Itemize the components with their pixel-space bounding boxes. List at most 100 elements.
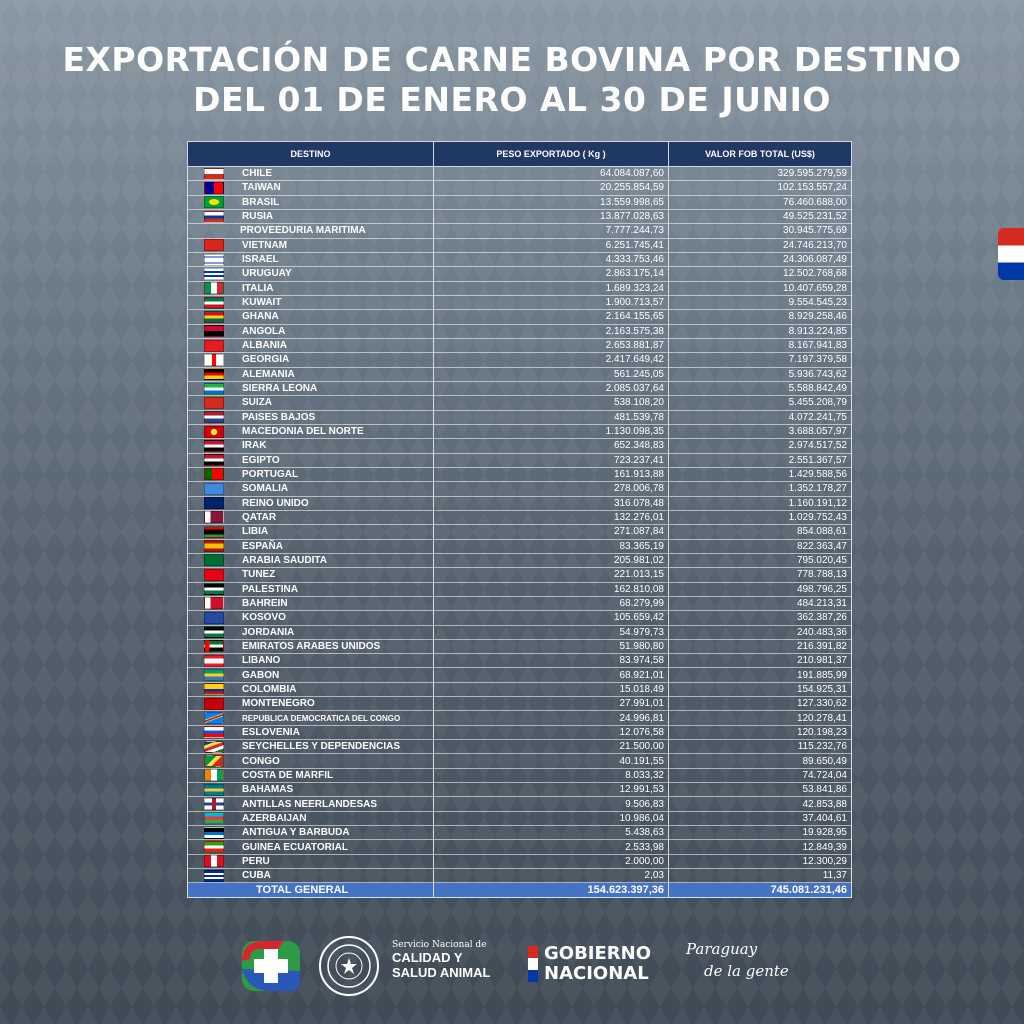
destino-name: PALESTINA — [242, 583, 298, 595]
congo-flag-icon — [204, 755, 224, 768]
peso-cell: 9.506,83 — [433, 796, 669, 812]
page-title-line-2: DEL 01 DE ENERO AL 30 DE JUNIO — [193, 80, 831, 119]
valor-cell: 1.160.191,12 — [668, 496, 852, 511]
table-row: AZERBAIJAN 10.986,04 37.404,61 — [187, 811, 852, 827]
alemania-flag-icon — [204, 368, 224, 381]
vietnam-flag-icon — [204, 239, 224, 252]
valor-cell: 102.153.557,24 — [668, 180, 852, 196]
valor-cell: 10.407.659,28 — [668, 281, 852, 296]
destino-name: VIETNAM — [242, 239, 287, 251]
destino-cell: CHILE — [187, 166, 434, 182]
table-row: ALBANIA 2.653.881,87 8.167.941,83 — [187, 338, 852, 354]
valor-cell: 127.330,62 — [668, 696, 852, 712]
eslovenia-flag-icon — [204, 726, 224, 739]
destino-name: CONGO — [242, 755, 280, 767]
valor-cell: 5.455.208,79 — [668, 395, 852, 411]
valor-cell: 1.029.752,43 — [668, 510, 852, 526]
valor-cell: 5.588.842,49 — [668, 381, 852, 397]
destino-cell: ARABIA SAUDITA — [187, 553, 434, 569]
destino-cell: IRAK — [187, 438, 434, 454]
senacsa-small-text: Servicio Nacional de — [392, 940, 487, 950]
portugal-flag-icon — [204, 468, 224, 481]
destino-cell: SIERRA LEONA — [187, 381, 434, 397]
destino-name: GEORGIA — [242, 354, 290, 366]
valor-cell: 154.925,31 — [668, 682, 852, 698]
destino-name: PERU — [242, 855, 270, 867]
table-row: VIETNAM 6.251.745,41 24.746.213,70 — [187, 238, 852, 253]
table-header-row: DESTINO PESO EXPORTADO ( Kg ) VALOR FOB … — [187, 141, 852, 167]
destino-name: ANGOLA — [242, 325, 286, 337]
destino-name: PAISES BAJOS — [242, 411, 316, 423]
table-row: REINO UNIDO 316.078,48 1.160.191,12 — [187, 496, 852, 511]
destino-name: COLOMBIA — [242, 683, 297, 695]
destino-name: EMIRATOS ARABES UNIDOS — [242, 640, 381, 652]
destino-cell: ITALIA — [187, 281, 434, 296]
rusia-flag-icon — [204, 210, 224, 223]
table-row: CONGO 40.191,55 89.650,49 — [187, 753, 852, 769]
destino-cell: BRASIL — [187, 195, 434, 210]
header-destino: DESTINO — [187, 141, 434, 167]
peso-cell: 652.348,83 — [433, 438, 669, 454]
destino-name: BRASIL — [242, 196, 280, 208]
peso-cell: 205.981,02 — [433, 553, 669, 569]
destino-cell: PALESTINA — [187, 582, 434, 597]
valor-cell: 24.746.213,70 — [668, 238, 852, 253]
kosovo-flag-icon — [204, 611, 224, 624]
destino-cell: KOSOVO — [187, 610, 434, 626]
destino-name: MONTENEGRO — [242, 698, 315, 710]
table-row: CUBA 2,03 11,37 — [187, 868, 852, 884]
py-line-2: de la gente — [704, 962, 789, 980]
cuba-flag-icon — [204, 869, 224, 882]
gobierno-line-2: NACIONAL — [544, 963, 649, 984]
valor-cell: 4.072.241,75 — [668, 410, 852, 425]
valor-cell: 191.885,99 — [668, 667, 852, 683]
valor-cell: 8.913.224,85 — [668, 324, 852, 339]
table-row: JORDANIA 54.979,73 240.483,36 — [187, 625, 852, 640]
reino-unido-flag-icon — [204, 497, 224, 510]
destino-cell: REINO UNIDO — [187, 496, 434, 511]
valor-cell: 7.197.379,58 — [668, 352, 852, 368]
destino-cell: GABON — [187, 667, 434, 683]
table-row: TUNEZ 221.013,15 778.788,13 — [187, 567, 852, 583]
macedonia-flag-icon — [204, 425, 224, 438]
destino-name: LIBIA — [242, 526, 269, 538]
table-row: SUIZA 538.108,20 5.455.208,79 — [187, 395, 852, 411]
destino-name: ISRAEL — [242, 254, 279, 266]
valor-cell: 42.853,88 — [668, 796, 852, 812]
destino-cell: CONGO — [187, 753, 434, 769]
jordania-flag-icon — [204, 626, 224, 639]
table-row: ANTILLAS NEERLANDESAS 9.506,83 42.853,88 — [187, 796, 852, 812]
header-valor: VALOR FOB TOTAL (US$) — [668, 141, 852, 167]
valor-cell: 1.352.178,27 — [668, 481, 852, 497]
destino-cell: JORDANIA — [187, 625, 434, 640]
table-row: ESPAÑA 83.365,19 822.363,47 — [187, 539, 852, 554]
valor-cell: 484.213,31 — [668, 596, 852, 612]
destino-cell: RUSIA — [187, 209, 434, 225]
senacsa-text: Servicio Nacional de CALIDAD Y SALUD ANI… — [392, 940, 490, 980]
peso-cell: 2.000,00 — [433, 854, 669, 870]
senacsa-cross-logo-icon — [242, 941, 300, 991]
destino-name: URUGUAY — [242, 268, 292, 280]
table-row: LIBIA 271.087,84 854.088,61 — [187, 524, 852, 540]
table-row: RUSIA 13.877.028,63 49.525.231,52 — [187, 209, 852, 225]
destino-cell: QATAR — [187, 510, 434, 526]
paises-bajos-flag-icon — [204, 411, 224, 424]
page-title-line-1: EXPORTACIÓN DE CARNE BOVINA POR DESTINO — [62, 40, 962, 79]
destino-name: ALEMANIA — [242, 368, 295, 380]
destino-name: KOSOVO — [242, 612, 286, 624]
table-row: KOSOVO 105.659,42 362.387,26 — [187, 610, 852, 626]
valor-cell: 9.554.545,23 — [668, 295, 852, 311]
national-seal-icon — [319, 936, 379, 996]
valor-cell: 210.981,37 — [668, 653, 852, 669]
destino-cell: ESLOVENIA — [187, 725, 434, 741]
table-row: LIBANO 83.974,58 210.981,37 — [187, 653, 852, 669]
chile-flag-icon — [204, 167, 224, 180]
table-row: SEYCHELLES Y DEPENDENCIAS 21.500,00 115.23… — [187, 739, 852, 755]
peso-cell: 15.018,49 — [433, 682, 669, 698]
destino-cell: GHANA — [187, 309, 434, 325]
destino-name: PROVEEDURIA MARITIMA — [240, 225, 366, 237]
italia-flag-icon — [204, 282, 224, 295]
destino-cell: LIBIA — [187, 524, 434, 540]
table-row: GABON 68.921,01 191.885,99 — [187, 667, 852, 683]
peso-cell: 2.085.037,64 — [433, 381, 669, 397]
